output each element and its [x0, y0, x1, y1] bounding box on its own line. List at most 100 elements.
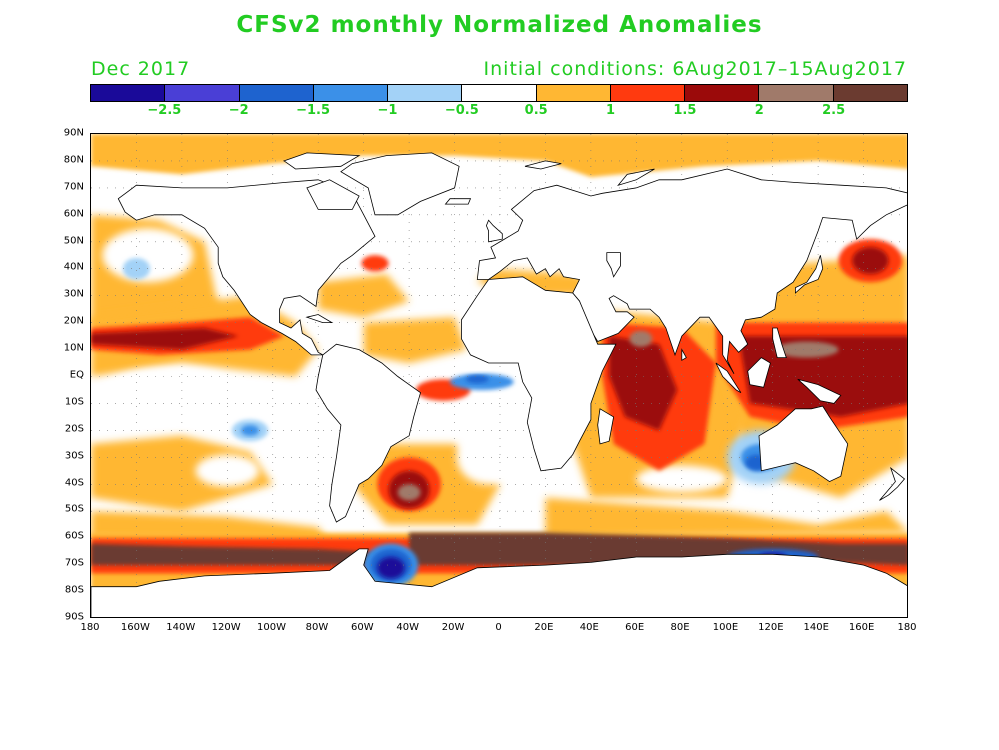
longitude-label: 40W: [396, 622, 420, 633]
longitude-label: 0: [495, 622, 502, 633]
new-zealand-land: [879, 466, 906, 501]
colorbar-labels: −2.5 −2 −1.5 −1 −0.5 0.5 1 1.5 2 2.5: [90, 103, 908, 123]
map-frame: [90, 133, 908, 618]
madagascar-land: [597, 408, 615, 445]
nw-atlantic-red: [361, 255, 389, 272]
australia-land: [758, 405, 849, 483]
latitude-label: 10S: [64, 396, 84, 408]
longitude-label: 140W: [166, 622, 196, 633]
longitude-label: 80E: [670, 622, 690, 633]
colorbar-segment: [536, 85, 611, 101]
longitude-label: 140E: [803, 622, 829, 633]
tropical-atlantic-warm: [363, 317, 466, 363]
sri-lanka-land: [681, 348, 687, 362]
longitude-label: 120E: [758, 622, 784, 633]
colorbar-label: −2.5: [147, 103, 182, 118]
latitude-label: 40N: [63, 261, 84, 273]
borneo-land: [747, 357, 771, 388]
new-guinea-land: [797, 378, 842, 404]
africa-land: [460, 276, 617, 472]
sumatra-land: [715, 362, 742, 394]
longitude-label: 40E: [579, 622, 599, 633]
colorbar-label: 1: [606, 103, 616, 118]
east-pacific-darkred: [91, 328, 239, 350]
caspian-land: [606, 252, 621, 278]
latitude-label: 30N: [63, 288, 84, 300]
latitude-label: 90N: [63, 127, 84, 139]
colorbar-label: 0.5: [524, 103, 548, 118]
philippines-land: [772, 327, 787, 359]
latitude-label: 20N: [63, 315, 84, 327]
latitude-label: 80S: [64, 584, 84, 596]
colorbar: [90, 84, 908, 102]
colorbar-segment: [759, 85, 834, 101]
south-pacific-cool-core: [240, 425, 260, 436]
latitude-label: 30S: [64, 450, 84, 462]
south-america-land: [315, 343, 421, 523]
longitude-label: 60E: [625, 622, 645, 633]
uk-land: [485, 219, 503, 243]
novaya-zemlya-land: [617, 168, 655, 186]
colorbar-label: 1.5: [673, 103, 697, 118]
latitude-label: 50N: [63, 235, 84, 247]
weddell-cold-deep: [377, 557, 405, 579]
equatorial-atlantic-core: [465, 375, 489, 384]
colorbar-segment: [239, 85, 314, 101]
japan-land: [795, 255, 824, 294]
colorbar-segment: [610, 85, 686, 101]
latitude-label: EQ: [69, 369, 84, 381]
cuba-land: [305, 314, 334, 324]
arctic-warm: [91, 134, 907, 178]
colorbar-segment: [833, 85, 907, 101]
near-normal-central-pacific: [102, 368, 239, 412]
anomaly-map: [91, 134, 907, 617]
longitude-label: 20W: [441, 622, 465, 633]
latitude-label: 50S: [64, 503, 84, 515]
colorbar-label: −1.5: [296, 103, 331, 118]
colorbar-segment: [388, 85, 463, 101]
longitude-label: 60W: [351, 622, 374, 633]
colorbar-segment: [165, 85, 240, 101]
colorbar-label: 2: [754, 103, 764, 118]
colorbar-label: 2.5: [822, 103, 846, 118]
latitude-label: 60S: [64, 530, 84, 542]
near-normal-south-atlantic: [456, 430, 521, 485]
indian-darkred: [609, 336, 678, 431]
longitude-label: 100E: [712, 622, 739, 633]
forecast-period: Dec 2017: [91, 58, 191, 80]
baffin-land: [306, 179, 360, 210]
colorbar-label: −2: [228, 103, 249, 118]
longitude-label: 20E: [534, 622, 554, 633]
latitude-label: 90S: [64, 611, 84, 623]
arabian-brown: [629, 330, 653, 347]
antarctica-land: [91, 548, 907, 617]
initial-conditions: Initial conditions: 6Aug2017–15Aug2017: [483, 58, 907, 80]
colorbar-segment: [313, 85, 389, 101]
longitude-label: 160E: [848, 622, 875, 633]
latitude-label: 80N: [63, 154, 84, 166]
south-indian-warm: [545, 497, 907, 539]
colorbar-segment: [685, 85, 760, 101]
longitude-label: 120W: [211, 622, 241, 633]
latitude-label: 70S: [64, 557, 84, 569]
south-atlantic-brown: [397, 484, 421, 501]
map-title: CFSv2 monthly Normalized Anomalies: [236, 12, 763, 38]
latitude-label: 70N: [63, 181, 84, 193]
greenland-land: [340, 152, 460, 216]
longitude-label: 160W: [120, 622, 150, 633]
north-pacific-darkred: [852, 247, 889, 275]
longitude-label: 180: [80, 622, 100, 633]
longitude-label: 80W: [305, 622, 329, 633]
north-pacific-cool: [122, 257, 151, 280]
ellesmere-land: [283, 152, 361, 170]
latitude-label: 60N: [63, 208, 84, 220]
colorbar-label: −1: [377, 103, 398, 118]
colorbar-segment: [462, 85, 537, 101]
colorbar-segment: [91, 85, 166, 101]
latitude-label: 10N: [63, 342, 84, 354]
svalbard-land: [524, 160, 562, 170]
colorbar-label: −0.5: [444, 103, 479, 118]
iceland-land: [444, 198, 472, 205]
longitude-label: 180: [897, 622, 917, 633]
latitude-label: 40S: [64, 477, 84, 489]
